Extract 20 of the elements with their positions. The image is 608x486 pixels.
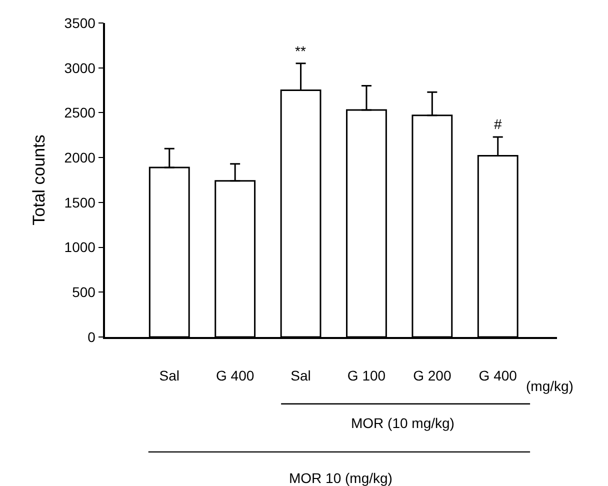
- annotation: **: [295, 43, 306, 59]
- y-axis-title: Total counts: [29, 134, 48, 226]
- text: (mg/kg): [526, 378, 574, 394]
- x-tick-label: Sal: [159, 368, 180, 384]
- y-tick-label: 1500: [64, 194, 96, 210]
- text: MOR 10 (mg/kg): [289, 470, 392, 486]
- x-tick-label: Sal: [290, 368, 311, 384]
- x-tick-label: G 400: [478, 368, 518, 384]
- x-tick-label: G 100: [347, 368, 386, 384]
- y-tick-label: 3500: [64, 14, 96, 31]
- annotation: #: [494, 116, 502, 132]
- y-tick-label: 2000: [64, 149, 96, 166]
- y-tick-label: 3000: [64, 60, 96, 76]
- y-tick-label: 2500: [64, 104, 96, 121]
- y-tick-label: 500: [72, 284, 96, 300]
- x-tick-label: G 400: [216, 368, 254, 384]
- text: MOR (10 mg/kg): [351, 415, 454, 431]
- y-tick-label: 0: [88, 328, 96, 345]
- y-tick-label: 1000: [64, 239, 96, 256]
- x-tick-label: G 200: [413, 368, 452, 384]
